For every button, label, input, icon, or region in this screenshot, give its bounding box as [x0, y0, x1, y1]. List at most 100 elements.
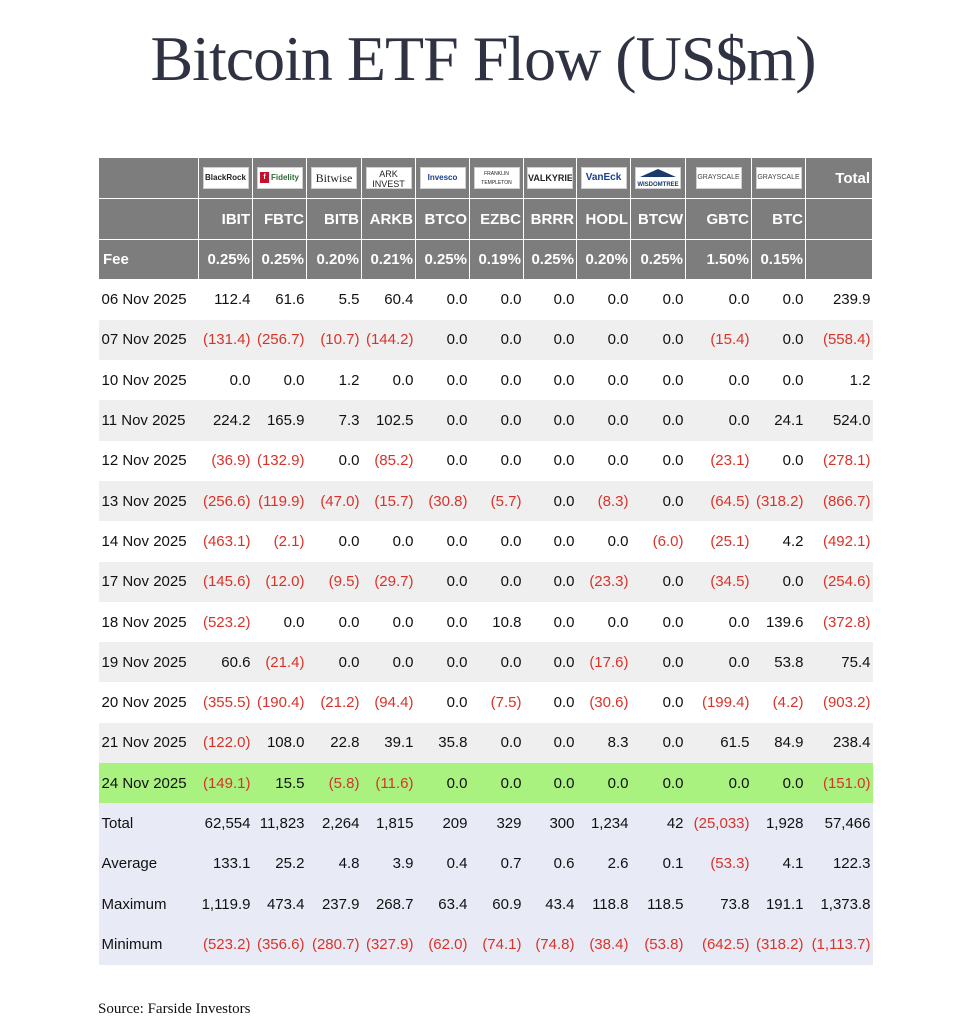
table-cell: 0.0 — [252, 601, 307, 643]
table-cell: 39.1 — [361, 722, 416, 764]
table-cell: (74.8) — [523, 924, 577, 965]
table-cell: (5.8) — [306, 763, 362, 804]
table-cell: 0.0 — [523, 521, 577, 562]
ticker-btco: BTCO — [415, 198, 470, 240]
row-date: 07 Nov 2025 — [98, 319, 199, 361]
table-cell: 0.0 — [523, 722, 577, 764]
table-cell: 1.2 — [805, 360, 873, 401]
table-cell: (6.0) — [630, 521, 686, 562]
table-cell: 0.7 — [469, 843, 524, 884]
table-cell: 0.0 — [361, 360, 416, 401]
table-cell: 0.0 — [469, 521, 524, 562]
grayscale-mini-logo: GRAYSCALE — [755, 167, 802, 189]
page-title: Bitcoin ETF Flow (US$m) — [150, 23, 816, 94]
table-cell: 63.4 — [415, 883, 470, 925]
fee-arkb: 0.21% — [361, 239, 416, 280]
wisdomtree-logo: WISDOMTREE — [635, 167, 681, 189]
table-row: 11 Nov 2025 224.2 165.9 7.3 102.5 0.0 0.0 0.0 0.… — [98, 400, 873, 441]
table-cell: 3.9 — [361, 843, 416, 884]
table-cell: 53.8 — [751, 642, 806, 683]
table-cell: 0.0 — [630, 561, 686, 602]
table-cell: (149.1) — [198, 763, 253, 804]
table-cell: 0.0 — [415, 400, 470, 441]
table-cell: 0.0 — [576, 763, 631, 804]
table-cell: (4.2) — [751, 682, 806, 723]
table-cell: 8.3 — [576, 722, 631, 764]
table-row: 07 Nov 2025 (131.4) (256.7) (10.7) (144.2) 0.… — [98, 319, 873, 361]
table-cell: 112.4 — [198, 279, 253, 320]
row-date: 14 Nov 2025 — [98, 521, 199, 562]
table-cell: 0.0 — [415, 319, 470, 361]
table-row: 18 Nov 2025 (523.2) 0.0 0.0 0.0 0.0 10.8 0.0 0.0… — [98, 601, 873, 643]
table-cell: 0.0 — [630, 722, 686, 764]
table-cell: 0.0 — [630, 601, 686, 643]
table-cell: 0.0 — [685, 601, 752, 643]
table-cell: (523.2) — [198, 601, 253, 643]
vaneck-logo: VanEck — [580, 167, 627, 189]
table-cell: (10.7) — [306, 319, 362, 361]
table-cell: 0.0 — [469, 722, 524, 764]
table-cell: 191.1 — [751, 883, 806, 925]
table-cell: (256.7) — [252, 319, 307, 361]
table-cell: (280.7) — [306, 924, 362, 965]
table-cell: 0.0 — [685, 360, 752, 401]
table-cell: (25,033) — [685, 803, 752, 844]
table-cell: 165.9 — [252, 400, 307, 441]
valkyrie-logo: VALKYRIE — [527, 167, 573, 189]
logo-row: BlackRock f Fidelity Bitwise ARK INVEST I… — [98, 157, 873, 199]
table-cell: 35.8 — [415, 722, 470, 764]
table-cell: (34.5) — [685, 561, 752, 602]
table-cell: 0.0 — [306, 601, 362, 643]
etf-flow-table: BlackRock f Fidelity Bitwise ARK INVEST I… — [98, 157, 873, 965]
ticker-gbtc: GBTC — [685, 198, 752, 240]
table-cell: 139.6 — [751, 601, 806, 643]
invesco-logo: Invesco — [419, 167, 466, 189]
table-cell: (190.4) — [252, 682, 307, 723]
table-cell: 0.0 — [751, 319, 806, 361]
table-cell: 0.0 — [751, 440, 806, 481]
table-cell: 22.8 — [306, 722, 362, 764]
fee-bitb: 0.20% — [306, 239, 362, 280]
table-cell: 4.2 — [751, 521, 806, 562]
table-cell: (53.8) — [630, 924, 686, 965]
table-cell: 0.0 — [361, 601, 416, 643]
ticker-btc: BTC — [751, 198, 806, 240]
table-cell: (642.5) — [685, 924, 752, 965]
table-cell: 0.0 — [469, 360, 524, 401]
fee-row: Fee 0.25% 0.25% 0.20% 0.21% 0.25% 0.19% … — [98, 239, 873, 280]
table-cell: 0.0 — [469, 319, 524, 361]
row-date: 10 Nov 2025 — [98, 360, 199, 401]
table-cell: (558.4) — [805, 319, 873, 361]
table-cell: (7.5) — [469, 682, 524, 723]
table-cell: (47.0) — [306, 480, 362, 522]
table-cell: 0.0 — [415, 601, 470, 643]
table-cell: (2.1) — [252, 521, 307, 562]
table-cell: (492.1) — [805, 521, 873, 562]
table-cell: (12.0) — [252, 561, 307, 602]
table-cell: (9.5) — [306, 561, 362, 602]
table-cell: 0.0 — [469, 440, 524, 481]
table-cell: 0.1 — [630, 843, 686, 884]
franklin-templeton-logo: FRANKLIN TEMPLETON — [473, 167, 520, 189]
table-cell: (11.6) — [361, 763, 416, 804]
table-cell: 0.0 — [523, 763, 577, 804]
table-cell: 57,466 — [805, 803, 873, 844]
table-cell: (119.9) — [252, 480, 307, 522]
table-cell: (254.6) — [805, 561, 873, 602]
table-cell: (144.2) — [361, 319, 416, 361]
table-cell: 0.6 — [523, 843, 577, 884]
fee-label: Fee — [98, 239, 199, 280]
wisdomtree-mark-icon — [640, 169, 676, 177]
row-date: 13 Nov 2025 — [98, 480, 199, 522]
table-cell: (122.0) — [198, 722, 253, 764]
table-cell: 0.0 — [685, 279, 752, 320]
table-cell: 122.3 — [805, 843, 873, 884]
table-cell: (372.8) — [805, 601, 873, 643]
summary-rows: Total 62,554 11,823 2,264 1,815 209 329 300 1,23… — [98, 803, 873, 965]
table-cell: 1,815 — [361, 803, 416, 844]
table-cell: 0.0 — [306, 440, 362, 481]
table-row: 06 Nov 2025 112.4 61.6 5.5 60.4 0.0 0.0 0.0 0.0 0… — [98, 279, 873, 320]
table-cell: (17.6) — [576, 642, 631, 683]
fee-brrr: 0.25% — [523, 239, 577, 280]
table-cell: 62,554 — [198, 803, 253, 844]
